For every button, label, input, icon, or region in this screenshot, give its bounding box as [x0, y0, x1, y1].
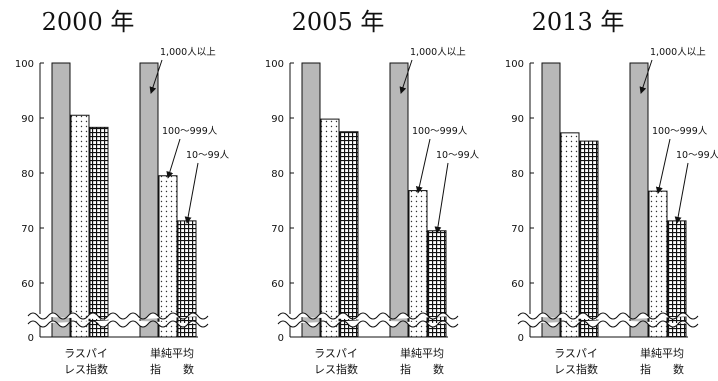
- annotation-arrow: [434, 162, 449, 234]
- annotation-label: 100～999人: [162, 126, 218, 137]
- annotation-label: 1,000人以上: [650, 47, 706, 58]
- axis-break-line: [517, 320, 699, 328]
- y-tick-label: 60: [271, 279, 284, 290]
- annotation-arrow: [166, 138, 181, 179]
- y-tick-label: 100: [505, 59, 524, 70]
- y-tick-label: 70: [271, 224, 284, 235]
- category-label: 単純平均: [640, 346, 684, 360]
- bar-grid-1: [667, 220, 687, 338]
- y-tick-label: 90: [21, 114, 34, 125]
- axis-break-line: [277, 312, 459, 320]
- axis-break-band: [518, 313, 698, 327]
- axis-break-band: [278, 313, 458, 327]
- bar-solid-gray-1: [139, 62, 159, 338]
- y-tick-label: 0: [518, 333, 524, 344]
- y-tick-label: 80: [21, 169, 34, 180]
- chart-title: 2005 年: [292, 8, 385, 36]
- bar-grid-0: [579, 140, 599, 338]
- annotation-label: 100～999人: [412, 126, 468, 137]
- annotation-label: 100～999人: [652, 126, 708, 137]
- chart-title: 2013 年: [532, 8, 625, 36]
- annotation-label: 10～99人: [436, 150, 480, 161]
- chart-title: 2000 年: [42, 8, 135, 36]
- category-label: 指 数: [400, 362, 444, 376]
- category-label: ラスパイ: [314, 347, 358, 360]
- category-label: レス指数: [64, 362, 108, 376]
- category-label: ラスパイ: [554, 347, 598, 360]
- y-tick-label: 90: [271, 114, 284, 125]
- annotation-label: 10～99人: [676, 150, 718, 161]
- category-label: 指 数: [640, 362, 684, 376]
- annotation-arrow: [149, 59, 163, 94]
- annotation-arrow: [399, 59, 413, 94]
- axis-break-band: [28, 313, 208, 327]
- category-label: 指 数: [150, 362, 194, 376]
- bar-solid-gray-0: [301, 62, 321, 338]
- y-tick-label: 80: [271, 169, 284, 180]
- bar-solid-gray-0: [51, 62, 71, 338]
- axis-break-line: [27, 320, 209, 328]
- y-tick-label: 100: [265, 59, 284, 70]
- y-tick-label: 0: [278, 333, 284, 344]
- y-tick-label: 80: [511, 169, 524, 180]
- annotation-arrow: [655, 138, 671, 195]
- annotation-arrow: [674, 162, 689, 224]
- bar-grid-0: [89, 126, 109, 338]
- bar-solid-gray-1: [629, 62, 649, 338]
- annotation-arrow: [639, 59, 653, 94]
- category-label: 単純平均: [400, 346, 444, 360]
- bar-dotted-0: [320, 118, 340, 338]
- bar-grid-0: [339, 131, 359, 338]
- category-label: ラスパイ: [64, 347, 108, 360]
- axis-break-line: [517, 312, 699, 320]
- y-tick-label: 60: [511, 279, 524, 290]
- y-tick-label: 70: [21, 224, 34, 235]
- y-tick-label: 90: [511, 114, 524, 125]
- y-tick-label: 0: [28, 333, 34, 344]
- annotation-arrow: [184, 162, 199, 224]
- bar-dotted-0: [70, 114, 90, 338]
- category-label: レス指数: [554, 362, 598, 376]
- y-tick-label: 100: [15, 59, 34, 70]
- axis-break-line: [27, 312, 209, 320]
- bar-solid-gray-0: [541, 62, 561, 338]
- bar-dotted-0: [560, 132, 580, 338]
- category-label: 単純平均: [150, 346, 194, 360]
- annotation-label: 1,000人以上: [160, 47, 216, 58]
- annotation-label: 10～99人: [186, 150, 230, 161]
- annotation-label: 1,000人以上: [410, 47, 466, 58]
- annotation-arrow: [415, 138, 431, 194]
- category-label: レス指数: [314, 362, 358, 376]
- y-tick-label: 70: [511, 224, 524, 235]
- bar-grid-1: [177, 220, 197, 338]
- bar-solid-gray-1: [389, 62, 409, 338]
- axis-break-line: [277, 320, 459, 328]
- y-tick-label: 60: [21, 279, 34, 290]
